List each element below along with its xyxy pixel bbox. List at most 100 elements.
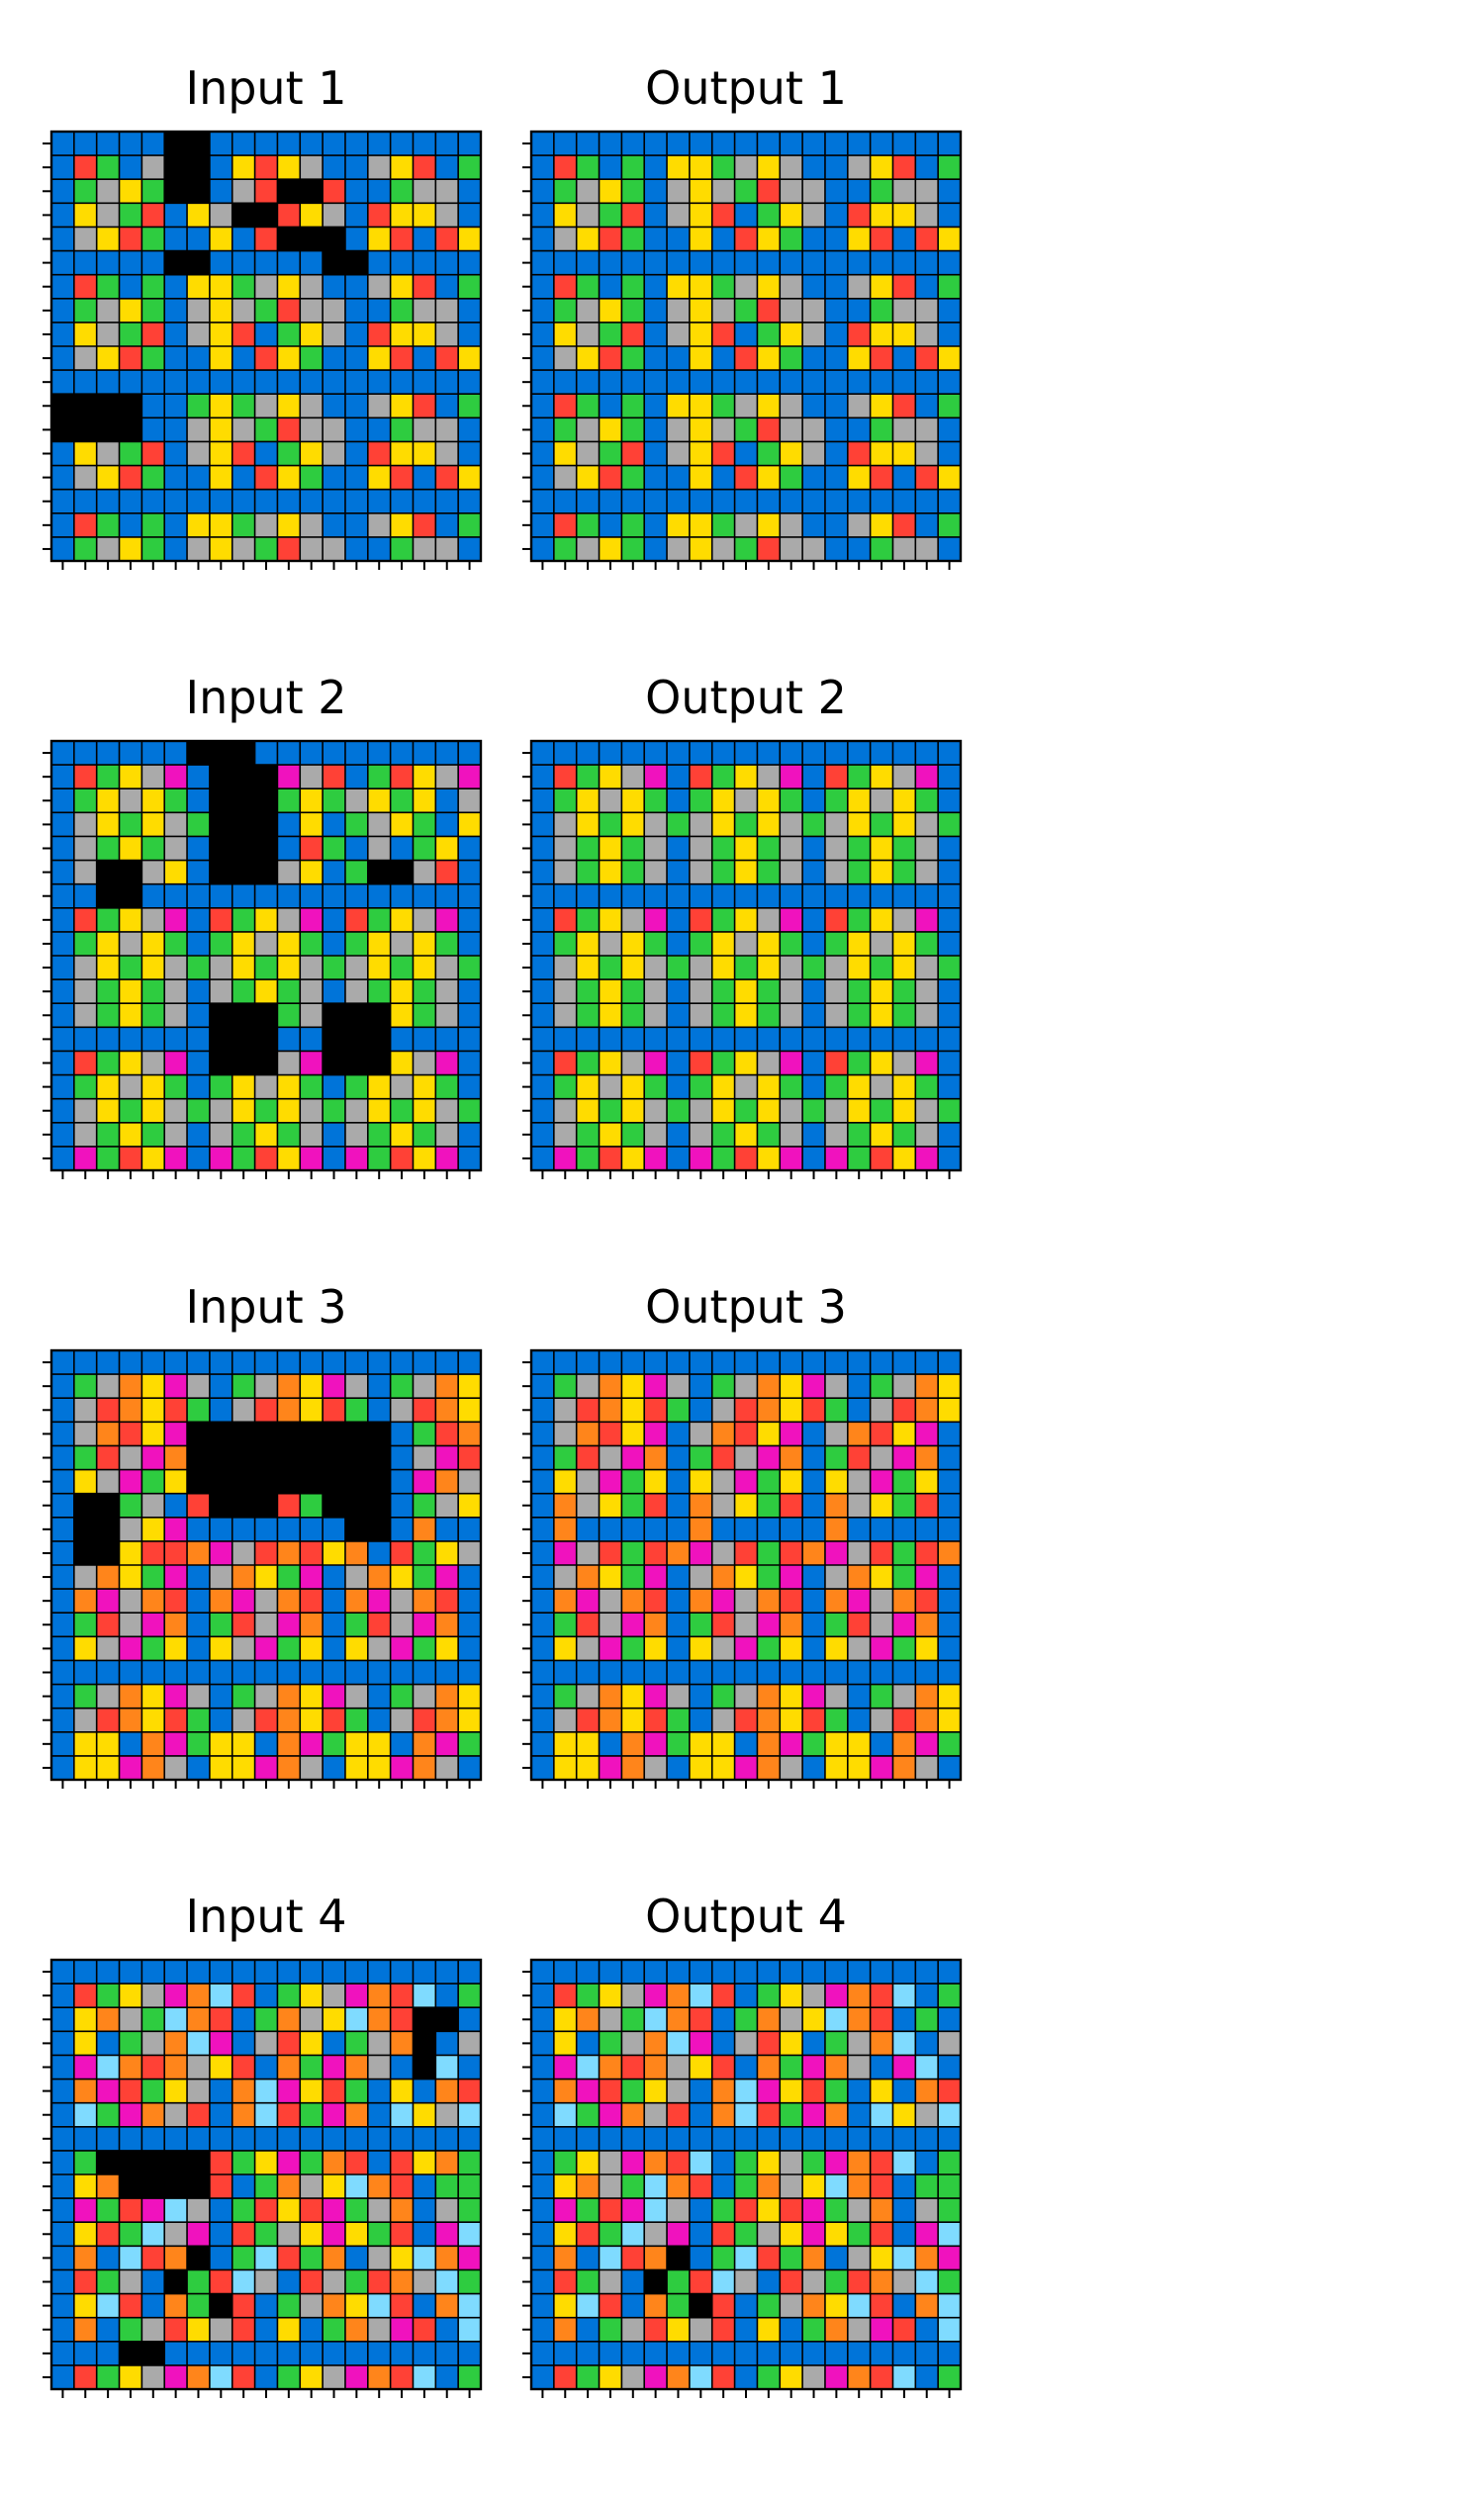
grid-cell (915, 1984, 939, 2008)
grid-cell (232, 1589, 255, 1614)
grid-cell (413, 1960, 436, 1985)
grid-cell (734, 765, 758, 789)
grid-cell (119, 2055, 142, 2080)
grid-cell (141, 1684, 165, 1709)
grid-cell (367, 2031, 391, 2056)
grid-cell (344, 1146, 368, 1170)
grid-cell (734, 860, 758, 884)
grid-cell (711, 1422, 735, 1446)
grid-cell (938, 1493, 961, 1518)
grid-cell (73, 1660, 97, 1685)
grid-cell (458, 2126, 481, 2151)
grid-cell (187, 2007, 210, 2032)
grid-cell (164, 1122, 188, 1147)
grid-cell (413, 250, 436, 275)
grid-cell (734, 2341, 758, 2365)
grid-cell (802, 1708, 825, 1732)
grid-cell (576, 1074, 600, 1099)
grid-cell (553, 1755, 577, 1780)
grid-cell (531, 394, 554, 418)
grid-cell (277, 788, 301, 813)
grid-cell (164, 179, 188, 204)
grid-cell (164, 2174, 188, 2199)
grid-cell (344, 1098, 368, 1123)
grid-cell (667, 1636, 690, 1661)
grid-cell (232, 1493, 255, 1518)
grid-cell (553, 2269, 577, 2294)
grid-cell (435, 1755, 459, 1780)
grid-cell (141, 1422, 165, 1446)
grid-cell (599, 2317, 622, 2342)
grid-cell (73, 931, 97, 956)
grid-cell (757, 1960, 781, 1985)
grid-cell (531, 2150, 554, 2174)
grid-cell (802, 1493, 825, 1518)
grid-cell (531, 227, 554, 251)
grid-cell (824, 1398, 848, 1423)
grid-cell (300, 2126, 324, 2151)
grid-cell (802, 1051, 825, 1075)
grid-cell (187, 1984, 210, 2008)
grid-cell (734, 227, 758, 251)
grid-cell (689, 346, 712, 371)
grid-cell (847, 1074, 871, 1099)
grid-cell (209, 1517, 232, 1541)
grid-cell (780, 1146, 803, 1170)
grid-cell (757, 2150, 781, 2174)
grid-cell (667, 155, 690, 180)
grid-cell (711, 2341, 735, 2365)
grid-cell (344, 179, 368, 204)
grid-cell (847, 203, 871, 228)
grid-cell (938, 370, 961, 395)
grid-cell (187, 1731, 210, 1756)
grid-cell (621, 741, 645, 766)
grid-cell (667, 1374, 690, 1399)
grid-cell (576, 512, 600, 537)
grid-cell (644, 2246, 668, 2270)
grid-cell (390, 132, 414, 156)
grid-cell (915, 1493, 939, 1518)
grid-cell (689, 370, 712, 395)
grid-cell (734, 1098, 758, 1123)
grid-cell (458, 394, 481, 418)
grid-cell (458, 1613, 481, 1637)
grid-cell (390, 203, 414, 228)
grid-cell (757, 860, 781, 884)
grid-cell (870, 370, 893, 395)
grid-cell (73, 1422, 97, 1446)
grid-cell (73, 536, 97, 561)
grid-cell (734, 203, 758, 228)
grid-cell (553, 250, 577, 275)
grid-cell (938, 1051, 961, 1075)
grid-cell (847, 465, 871, 490)
grid-cell (576, 1540, 600, 1565)
grid-cell (576, 2341, 600, 2365)
grid-cell (232, 179, 255, 204)
grid-cell (780, 346, 803, 371)
grid-cell (576, 1398, 600, 1423)
grid-cell (870, 1374, 893, 1399)
grid-cell (390, 1731, 414, 1756)
grid-cell (757, 370, 781, 395)
grid-cell (51, 1517, 74, 1541)
grid-cell (96, 765, 120, 789)
grid-cell (367, 2150, 391, 2174)
grid-cell (254, 812, 278, 837)
grid-cell (209, 1374, 232, 1399)
grid-cell (531, 203, 554, 228)
grid-cell (689, 1565, 712, 1590)
grid-cell (300, 2198, 324, 2223)
input-grid-4: Input 4 (43, 1890, 483, 2398)
grid-cell (413, 765, 436, 789)
grid-cell (621, 1469, 645, 1494)
grid-cell (300, 1074, 324, 1099)
grid-cell (187, 179, 210, 204)
grid-cell (870, 1684, 893, 1709)
grid-cell (209, 741, 232, 766)
grid-cell (711, 346, 735, 371)
grid-cell (413, 1027, 436, 1052)
grid-cell (73, 203, 97, 228)
grid-cell (892, 1660, 916, 1685)
grid-cell (141, 2079, 165, 2103)
grid-cell (938, 227, 961, 251)
